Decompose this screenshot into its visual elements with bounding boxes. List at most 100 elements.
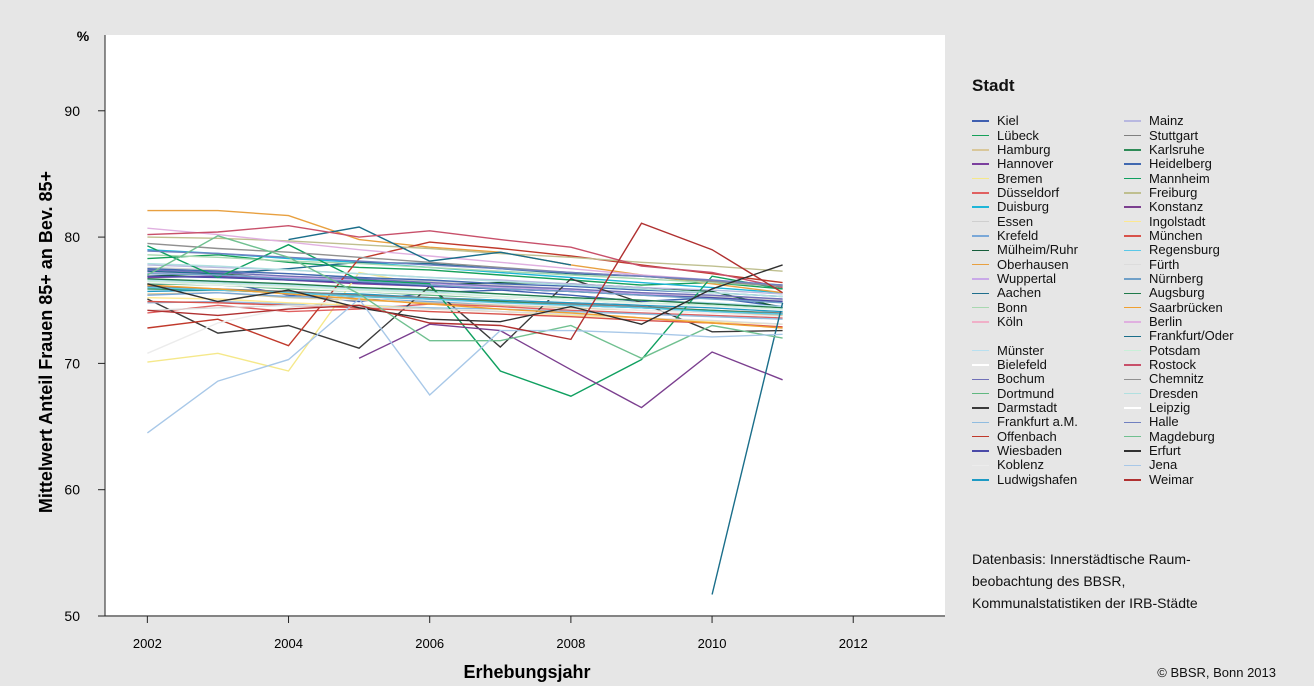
legend-swatch: [972, 163, 989, 165]
legend-label: Mannheim: [1149, 170, 1210, 186]
legend-swatch: [1124, 134, 1141, 137]
legend-swatch: [1124, 220, 1141, 223]
legend-item: Konstanz: [1124, 200, 1234, 214]
legend-spacer: [972, 329, 1078, 343]
legend-label: Potsdam: [1149, 342, 1201, 358]
series-line-halle: [147, 250, 783, 286]
legend-item: Frankfurt a.M.: [972, 415, 1078, 429]
legend-label: Dortmund: [997, 385, 1055, 401]
legend-item: Saarbrücken: [1124, 300, 1234, 314]
legend-label: Augsburg: [1149, 285, 1205, 301]
legend-item: Halle: [1124, 415, 1234, 429]
legend-label: Freiburg: [1149, 184, 1198, 200]
legend-item: Dortmund: [972, 385, 1078, 401]
legend-label: Oberhausen: [997, 256, 1069, 272]
legend-item: Hamburg: [972, 142, 1078, 157]
legend-swatch: [1124, 292, 1141, 295]
legend-label: Wuppertal: [997, 270, 1057, 286]
series-line-freiburg: [147, 236, 783, 272]
legend-item: Mainz: [1124, 114, 1234, 128]
legend-swatch: [1124, 464, 1141, 467]
legend-swatch: [972, 421, 989, 424]
legend-label: Rostock: [1149, 357, 1196, 373]
x-tick-label: 2008: [556, 636, 585, 651]
legend-swatch: [972, 206, 989, 208]
series-line-saarbrücken: [147, 284, 783, 329]
source-note-line: beobachtung des BBSR,: [972, 573, 1126, 589]
series-layer: [146, 209, 784, 595]
legend-swatch: [1124, 421, 1141, 424]
legend-swatch: [972, 464, 989, 467]
legend-item: Stuttgart: [1124, 128, 1234, 142]
legend-swatch: [972, 364, 989, 366]
legend-swatch: [972, 220, 989, 223]
series-line-magdeburg: [147, 235, 783, 360]
legend-label: Erfurt: [1149, 443, 1181, 459]
legend-item: Offenbach: [972, 429, 1078, 444]
legend-label: Aachen: [997, 285, 1042, 301]
legend-item: Dresden: [1124, 385, 1234, 401]
series-line-potsdam: [147, 280, 783, 310]
legend-swatch: [1124, 392, 1141, 395]
legend-label: Bonn: [997, 299, 1028, 315]
legend-swatch: [972, 120, 989, 122]
legend-item: München: [1124, 228, 1234, 243]
series-line-weimar: [147, 222, 783, 341]
series-line-dresden: [147, 262, 783, 298]
legend-column-right: Mainz Stuttgart Karlsruhe Heidelberg Mannhei…: [1124, 114, 1234, 487]
legend-item: Nürnberg: [1124, 271, 1234, 286]
legend-swatch: [972, 263, 989, 266]
legend-label: Essen: [997, 213, 1034, 229]
legend-item: Krefeld: [972, 227, 1078, 243]
series-line-frankfurt-oder: [288, 226, 572, 266]
legend-item: Karlsruhe: [1124, 142, 1234, 157]
legend-swatch: [972, 149, 989, 151]
legend-label: Ingolstadt: [1149, 213, 1206, 229]
legend-swatch: [1124, 321, 1141, 323]
legend-swatch: [1124, 349, 1141, 352]
copyright: © BBSR, Bonn 2013: [1157, 665, 1276, 680]
legend-item: Potsdam: [1124, 342, 1234, 358]
legend-item: Heidelberg: [1124, 157, 1234, 171]
legend-item: Kiel: [972, 114, 1078, 128]
legend-label: Chemnitz: [1149, 371, 1204, 387]
legend-item: Ingolstadt: [1124, 214, 1234, 228]
x-tick-label: 2004: [274, 636, 303, 651]
legend-label: Mülheim/Ruhr: [997, 242, 1078, 258]
legend-swatch: [972, 435, 989, 438]
legend-item: Köln: [972, 314, 1078, 329]
legend-swatch: [1124, 335, 1141, 338]
source-note-line: Datenbasis: Innerstädtische Raum-: [972, 551, 1191, 567]
legend-label: Frankfurt/Oder: [1149, 328, 1234, 344]
legend-swatch: [972, 235, 989, 237]
legend-swatch: [1124, 249, 1141, 252]
legend-item: Bremen: [972, 171, 1078, 185]
legend-swatch: [972, 306, 989, 309]
x-tick-label: 2010: [698, 636, 727, 651]
legend-item: Darmstadt: [972, 401, 1078, 415]
series-line-koblenz: [147, 296, 783, 354]
legend-label: Saarbrücken: [1149, 299, 1223, 315]
legend-item: Hannover: [972, 157, 1078, 171]
legend-swatch: [972, 349, 989, 352]
legend-item: Oberhausen: [972, 257, 1078, 271]
x-tick-label: 2012: [839, 636, 868, 651]
legend-swatch: [1124, 120, 1141, 122]
legend-swatch: [972, 407, 989, 409]
legend-swatch: [1124, 479, 1141, 481]
legend-label: Lübeck: [997, 127, 1039, 143]
legend-swatch: [1124, 206, 1141, 208]
legend-label: Frankfurt a.M.: [997, 414, 1078, 430]
legend-item: Chemnitz: [1124, 372, 1234, 386]
series-line-jena: [146, 297, 783, 434]
legend-label: Krefeld: [997, 227, 1039, 243]
y-tick-label: 60: [64, 482, 80, 498]
legend-swatch: [972, 450, 989, 452]
series-line-konstanz: [358, 323, 783, 409]
legend-swatch: [1124, 263, 1141, 266]
series-line-frankfurt-a-m: [147, 300, 783, 320]
legend-item: Mülheim/Ruhr: [972, 243, 1078, 257]
legend-label: Dresden: [1149, 385, 1199, 401]
legend-swatch: [972, 249, 989, 252]
y-axis-title: Mittelwert Anteil Frauen 85+ an Bev. 85+: [36, 171, 56, 513]
